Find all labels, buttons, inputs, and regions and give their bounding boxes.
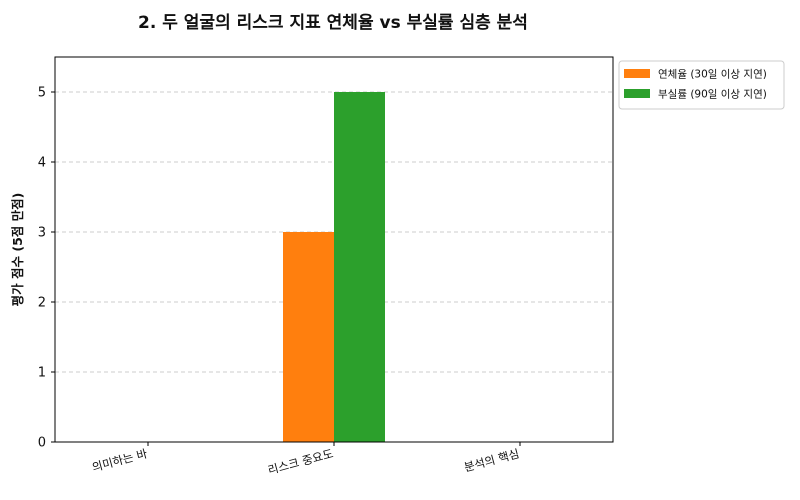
x-tick-label: 의미하는 바 — [91, 446, 150, 474]
ticks-layer: 0 1 2 3 4 5 의미하는 바 리스크 중요도 분석의 핵심 — [38, 86, 521, 478]
bar-delinquency-1 — [283, 232, 334, 442]
y-tick-label: 4 — [38, 156, 46, 171]
legend: 연체율 (30일 이상 지연) 부실률 (90일 이상 지연) — [618, 60, 785, 110]
y-tick-label: 1 — [38, 366, 46, 381]
y-tick-label: 2 — [38, 296, 46, 311]
x-tick-label: 분석의 핵심 — [463, 446, 521, 474]
y-tick-label: 5 — [38, 86, 46, 101]
y-tick-label: 0 — [38, 436, 46, 451]
legend-swatch-delinquency — [624, 69, 650, 78]
legend-label-delinquency: 연체율 (30일 이상 지연) — [658, 68, 767, 81]
chart-title: 2. 두 얼굴의 리스크 지표 연체율 vs 부실률 심층 분석 — [138, 13, 528, 33]
legend-box — [618, 60, 785, 110]
legend-swatch-default — [624, 89, 650, 98]
y-tick-label: 3 — [38, 226, 46, 241]
bars-layer — [283, 92, 385, 442]
y-axis-label: 평가 점수 (5점 만점) — [10, 193, 25, 307]
x-tick-label: 리스크 중요도 — [266, 446, 334, 477]
legend-label-default: 부실률 (90일 이상 지연) — [658, 88, 767, 101]
bar-default-1 — [334, 92, 385, 442]
